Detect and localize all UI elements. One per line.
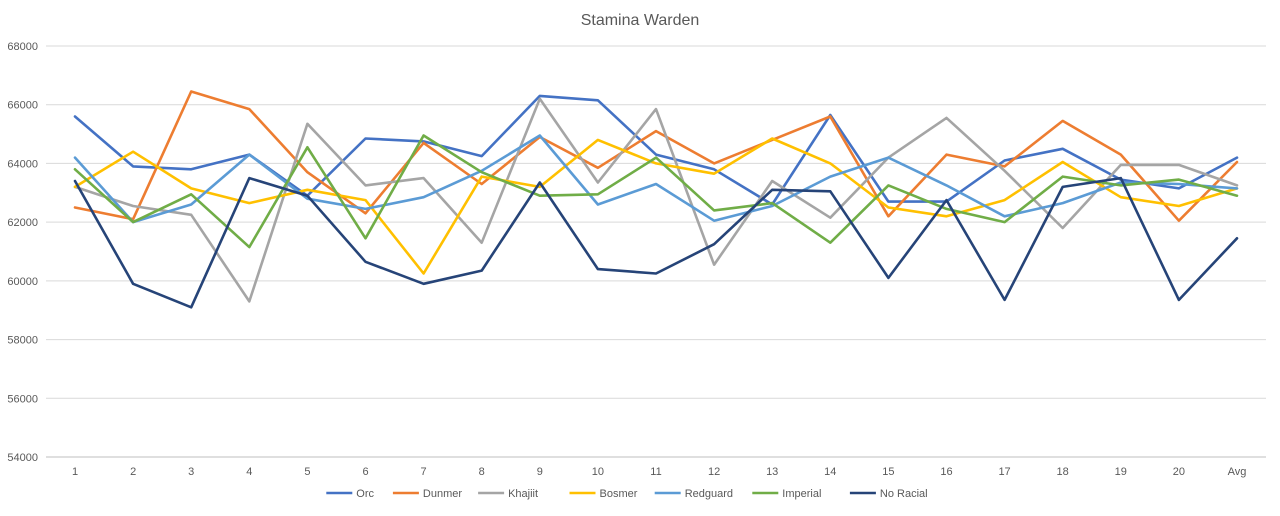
x-tick-label: 13 [766,466,778,478]
x-tick-label: 8 [479,466,485,478]
y-tick-label: 60000 [7,276,38,288]
legend-label: No Racial [880,488,928,500]
x-tick-label: Avg [1228,466,1247,478]
series-line-khajiit [73,97,1239,303]
x-tick-label: 20 [1173,466,1185,478]
legend-item: Dunmer [392,488,462,500]
legend-label: Khajiit [508,488,538,500]
x-tick-label: 18 [1057,466,1069,478]
x-tick-label: 3 [188,466,194,478]
legend-label: Orc [356,488,374,500]
y-axis-ticks: 54000 56000 58000 60000 62000 64000 66000 68000 [7,41,38,464]
x-tick-label: 4 [246,466,252,478]
x-tick-label: 2 [130,466,136,478]
y-tick-label: 58000 [7,335,38,347]
legend-label: Dunmer [423,488,462,500]
x-tick-label: 7 [421,466,427,478]
legend-item: Redguard [654,488,733,500]
y-tick-label: 68000 [7,41,38,53]
legend-item: Bosmer [569,488,638,500]
x-tick-label: 1 [72,466,78,478]
y-tick-label: 64000 [7,158,38,170]
legend: Orc Dunmer Khajiit Bosmer Redguard Imperial No… [326,488,928,500]
gridlines [46,45,1266,458]
x-tick-label: 12 [708,466,720,478]
legend-item: Imperial [752,488,821,500]
chart-title: Stamina Warden [581,12,700,29]
series-line-bosmer [73,137,1239,275]
y-tick-label: 66000 [7,100,38,112]
legend-label: Bosmer [600,488,638,500]
series-line-dunmer [73,90,1239,222]
x-tick-label: 10 [592,466,604,478]
series-lines [73,90,1239,309]
x-tick-label: 11 [650,466,661,478]
y-tick-label: 54000 [7,452,38,464]
y-tick-label: 62000 [7,217,38,229]
x-tick-label: 16 [940,466,952,478]
x-axis-ticks: 1 2 3 4 5 6 7 8 9 10 11 12 13 14 15 16 17 18 19 20 Avg [72,466,1246,478]
x-tick-label: 14 [824,466,836,478]
legend-item: No Racial [849,488,928,500]
x-tick-label: 17 [998,466,1010,478]
series-line-redguard [73,134,1239,224]
x-tick-label: 19 [1115,466,1127,478]
legend-item: Orc [326,488,375,500]
x-tick-label: 6 [362,466,368,478]
legend-label: Redguard [685,488,733,500]
series-line-no-racial [73,176,1239,309]
legend-label: Imperial [782,488,821,500]
legend-item: Khajiit [478,488,538,500]
series-line-imperial [73,134,1239,249]
x-tick-label: 15 [882,466,894,478]
y-tick-label: 56000 [7,393,38,405]
x-tick-label: 9 [537,466,543,478]
x-tick-label: 5 [304,466,310,478]
